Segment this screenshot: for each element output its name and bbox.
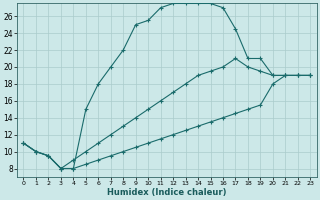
X-axis label: Humidex (Indice chaleur): Humidex (Indice chaleur) xyxy=(107,188,227,197)
